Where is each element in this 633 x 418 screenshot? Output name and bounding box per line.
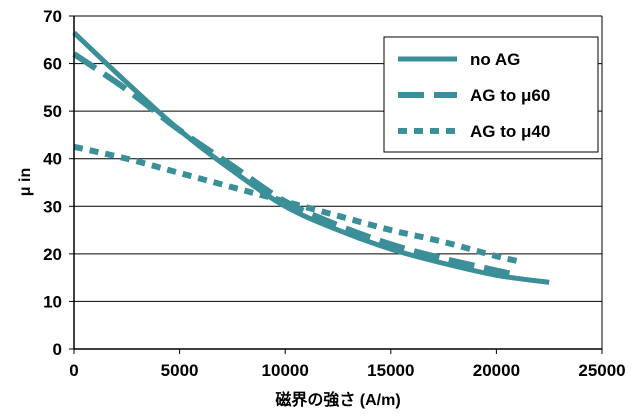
- x-axis-title: 磁界の強さ (A/m): [275, 390, 400, 409]
- y-tick-label-20: 20: [43, 245, 62, 264]
- legend: no AG AG to μ60 AG to μ40: [383, 36, 599, 153]
- legend-label-ag-to-mu40: AG to μ40: [470, 122, 550, 141]
- series-layer: [72, 30, 550, 285]
- x-tick-label-0: 0: [69, 361, 78, 380]
- series-line-2: [73, 143, 519, 264]
- tick-labels: 0 10 20 30 40 50 60 70 0 5000 10000 15000 20000 25000: [43, 7, 626, 380]
- legend-label-no-ag: no AG: [470, 50, 520, 69]
- y-tick-label-40: 40: [43, 150, 62, 169]
- x-tick-label-25000: 25000: [578, 361, 625, 380]
- x-tick-label-5000: 5000: [161, 361, 199, 380]
- y-tick-label-70: 70: [43, 7, 62, 26]
- x-tick-label-15000: 15000: [367, 361, 414, 380]
- y-tick-label-60: 60: [43, 55, 62, 74]
- y-tick-label-50: 50: [43, 102, 62, 121]
- y-tick-label-10: 10: [43, 292, 62, 311]
- x-tick-label-20000: 20000: [473, 361, 520, 380]
- x-tick-label-10000: 10000: [262, 361, 309, 380]
- legend-label-ag-to-mu60: AG to μ60: [470, 86, 550, 105]
- gridlines: [74, 15, 602, 302]
- series-line-1: [72, 51, 519, 279]
- y-tick-label-0: 0: [53, 340, 62, 359]
- y-axis-title: μ in: [17, 168, 34, 196]
- y-tick-label-30: 30: [43, 197, 62, 216]
- axes: [69, 15, 603, 354]
